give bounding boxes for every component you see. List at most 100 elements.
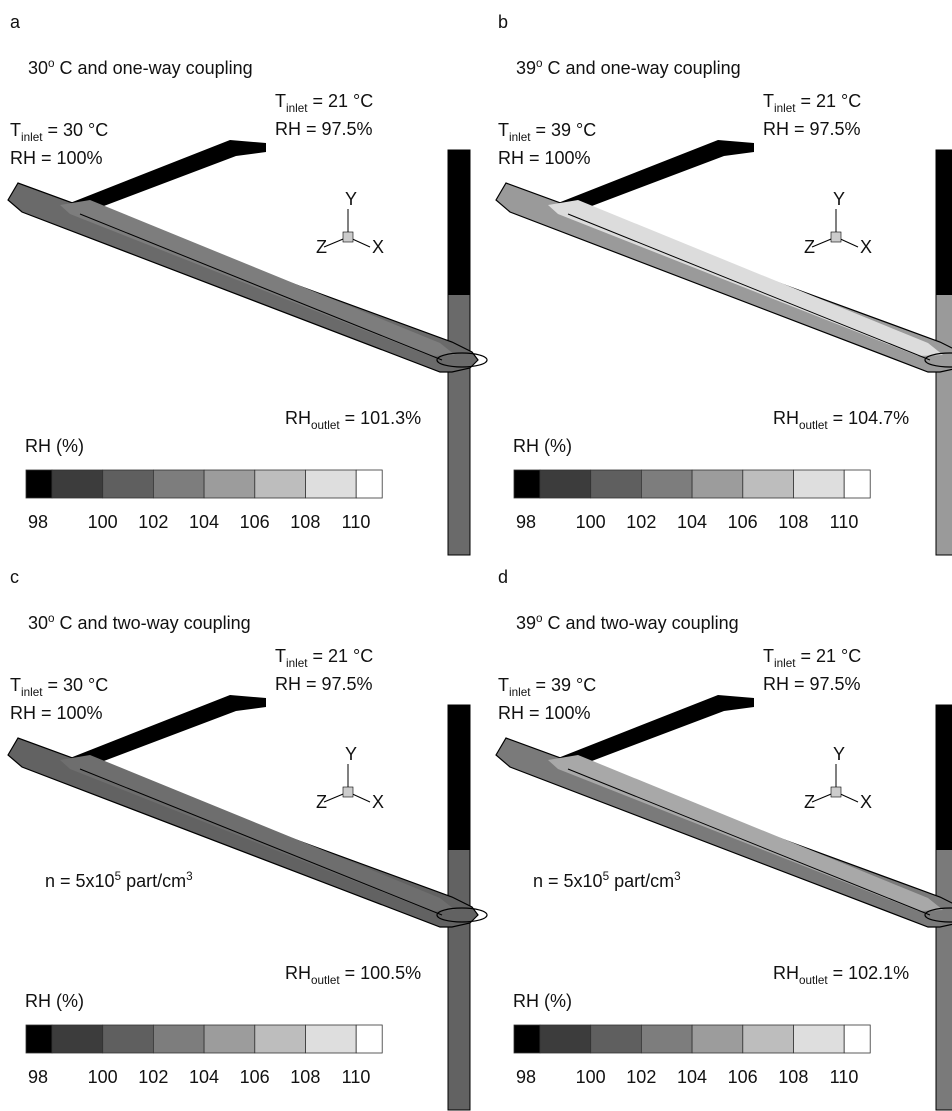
script-text: outlet	[311, 974, 340, 987]
inlet-label: Tinlet = 39 °C	[498, 675, 596, 699]
colorbar-box	[514, 470, 540, 498]
inlet-label: Tinlet = 21 °C	[275, 91, 373, 115]
colorbar-box	[692, 470, 743, 498]
text-part: T	[10, 675, 21, 695]
panel-title: 30o C and one-way coupling	[28, 57, 253, 78]
vertical-pipe-top	[936, 705, 952, 850]
text-part: = 39 °C	[530, 675, 596, 695]
outlet-label: RHoutlet = 101.3%	[285, 408, 421, 432]
text-part: 30	[28, 58, 48, 78]
colorbar-tick-label: 102	[138, 512, 168, 532]
text-part: T	[498, 120, 509, 140]
text-part: RH	[773, 408, 799, 428]
colorbar-box	[204, 470, 255, 498]
axis-label: X	[860, 237, 872, 257]
rh-label: RH = 97.5%	[763, 119, 861, 139]
colorbar-tick-label: 110	[830, 512, 859, 532]
colorbar-box	[641, 470, 692, 498]
axis-label: Y	[833, 189, 845, 209]
inlet-label: Tinlet = 30 °C	[10, 675, 108, 699]
text-part: part/cm	[609, 871, 674, 891]
inlet-label: Tinlet = 30 °C	[10, 120, 108, 144]
main-pipe-core	[60, 200, 455, 356]
text-part: n = 5x10	[533, 871, 603, 891]
colorbar-label: RH (%)	[25, 436, 84, 456]
panel-title: 30o C and two-way coupling	[28, 612, 251, 633]
colorbar-box	[591, 470, 642, 498]
rh-label: RH = 97.5%	[275, 674, 373, 694]
main-pipe-core	[548, 755, 943, 911]
colorbar-box	[306, 1025, 357, 1053]
inlet-label: Tinlet = 21 °C	[763, 646, 861, 670]
colorbar-box	[26, 1025, 52, 1053]
colorbar-label: RH (%)	[25, 991, 84, 1011]
axis-label: Y	[345, 744, 357, 764]
axis-label: Y	[345, 189, 357, 209]
text-part: = 102.1%	[828, 963, 910, 983]
axis-label: Z	[804, 792, 815, 812]
panel-title: 39o C and one-way coupling	[516, 57, 741, 78]
axis-label: Z	[804, 237, 815, 257]
colorbar-tick-label: 104	[677, 1067, 707, 1087]
main-pipe-core	[60, 755, 455, 911]
colorbar-box	[692, 1025, 743, 1053]
inlet-label: Tinlet = 39 °C	[498, 120, 596, 144]
colorbar-box	[743, 1025, 794, 1053]
colorbar-tick-label: 104	[677, 512, 707, 532]
axis-cube	[831, 232, 841, 242]
text-part: 39	[516, 613, 536, 633]
colorbar-box	[540, 1025, 591, 1053]
colorbar-tick-label: 108	[778, 512, 808, 532]
colorbar-tick-label: 98	[516, 1067, 536, 1087]
script-text: inlet	[21, 131, 43, 144]
colorbar-box	[794, 1025, 845, 1053]
script-text: inlet	[509, 686, 531, 699]
colorbar-box	[153, 470, 204, 498]
colorbar-tick-label: 104	[189, 512, 219, 532]
colorbar-box	[306, 470, 357, 498]
colorbar-tick-label: 100	[88, 512, 118, 532]
rh-label: RH = 100%	[10, 148, 103, 168]
colorbar-tick-label: 110	[342, 512, 371, 532]
colorbar-tick-label: 102	[138, 1067, 168, 1087]
text-part: C and one-way coupling	[55, 58, 253, 78]
vertical-pipe-top	[936, 150, 952, 295]
script-text: 3	[186, 870, 193, 883]
colorbar-tick-label: 104	[189, 1067, 219, 1087]
text-part: T	[275, 646, 286, 666]
pipe-edge	[568, 214, 930, 360]
text-part: T	[498, 675, 509, 695]
axis-label: X	[372, 792, 384, 812]
colorbar-label: RH (%)	[513, 436, 572, 456]
text-part: = 21 °C	[795, 91, 861, 111]
script-text: outlet	[311, 419, 340, 432]
colorbar-box	[844, 470, 870, 498]
colorbar-box	[844, 1025, 870, 1053]
panel: YZXc30o C and two-way couplingTinlet = 3…	[8, 567, 487, 1110]
text-part: = 100.5%	[340, 963, 422, 983]
text-part: C and one-way coupling	[543, 58, 741, 78]
colorbar-tick-label: 102	[626, 1067, 656, 1087]
rh-label: RH = 97.5%	[275, 119, 373, 139]
rh-label: RH = 97.5%	[763, 674, 861, 694]
colorbar-tick-label: 98	[28, 512, 48, 532]
outlet-label: RHoutlet = 104.7%	[773, 408, 909, 432]
axis-cube	[343, 787, 353, 797]
colorbar-box	[591, 1025, 642, 1053]
text-part: = 21 °C	[307, 646, 373, 666]
colorbar-tick-label: 108	[778, 1067, 808, 1087]
text-part: T	[763, 646, 774, 666]
colorbar-tick-label: 110	[342, 1067, 371, 1087]
axis-label: Z	[316, 237, 327, 257]
colorbar-box	[743, 470, 794, 498]
text-part: = 104.7%	[828, 408, 910, 428]
colorbar-box	[356, 1025, 382, 1053]
colorbar-box	[794, 470, 845, 498]
colorbar-tick-label: 106	[728, 512, 758, 532]
text-part: = 30 °C	[42, 120, 108, 140]
axis-label: Y	[833, 744, 845, 764]
colorbar-tick-label: 106	[240, 1067, 270, 1087]
script-text: inlet	[774, 102, 796, 115]
panel-letter: d	[498, 567, 508, 587]
